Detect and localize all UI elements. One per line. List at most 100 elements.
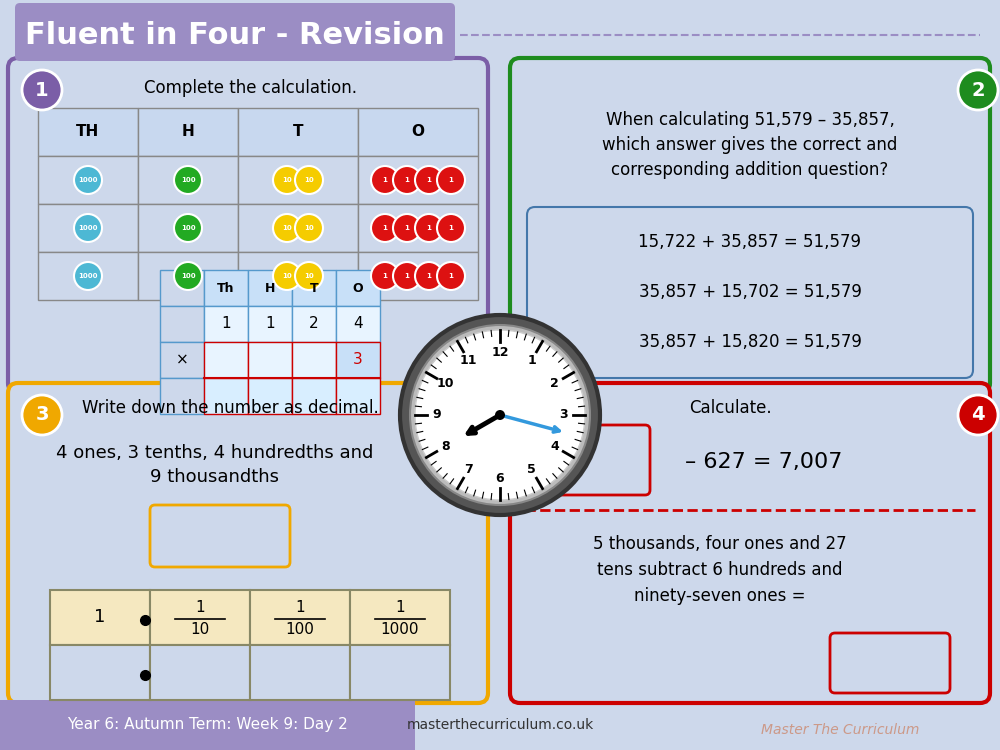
Bar [138, 252, 238, 300]
Circle shape [437, 262, 465, 290]
Bar [138, 108, 238, 156]
Text: 1: 1 [449, 273, 453, 279]
Bar [336, 342, 380, 378]
Circle shape [437, 166, 465, 194]
FancyBboxPatch shape [150, 505, 290, 567]
Text: 1000: 1000 [78, 225, 98, 231]
Bar [38, 108, 138, 156]
Text: 1000: 1000 [381, 622, 419, 637]
Bar [160, 342, 204, 378]
Text: 1: 1 [405, 225, 409, 231]
Bar [250, 645, 350, 700]
Bar [358, 252, 478, 300]
Bar [50, 645, 150, 700]
Bar [292, 270, 336, 306]
FancyBboxPatch shape [8, 383, 488, 703]
Text: 35,857 + 15,820 = 51,579: 35,857 + 15,820 = 51,579 [639, 333, 861, 351]
Text: 12: 12 [491, 346, 509, 358]
Text: 1: 1 [383, 273, 387, 279]
Bar [292, 342, 336, 378]
Circle shape [74, 214, 102, 242]
Circle shape [174, 262, 202, 290]
Text: 9: 9 [433, 409, 441, 422]
Text: 1: 1 [527, 354, 536, 367]
Bar [238, 108, 358, 156]
Bar [336, 306, 380, 342]
Circle shape [371, 166, 399, 194]
Text: ×: × [176, 352, 188, 368]
Text: 2: 2 [309, 316, 319, 332]
Text: 4 ones, 3 tenths, 4 hundredths and
9 thousandths: 4 ones, 3 tenths, 4 hundredths and 9 tho… [56, 443, 374, 487]
Circle shape [400, 315, 600, 515]
FancyBboxPatch shape [8, 58, 488, 393]
Circle shape [958, 70, 998, 110]
Circle shape [74, 262, 102, 290]
Text: 1: 1 [94, 608, 106, 626]
Text: Master The Curriculum: Master The Curriculum [761, 723, 919, 737]
Bar [292, 306, 336, 342]
Text: 3: 3 [353, 352, 363, 368]
Text: 4: 4 [550, 440, 559, 453]
Text: 10: 10 [304, 177, 314, 183]
Text: 35,857 + 15,702 = 51,579: 35,857 + 15,702 = 51,579 [639, 283, 861, 301]
Bar [160, 270, 204, 306]
Text: 100: 100 [181, 177, 195, 183]
Text: 11: 11 [460, 354, 477, 367]
Circle shape [437, 214, 465, 242]
Text: – 627 = 7,007: – 627 = 7,007 [685, 452, 842, 472]
Text: Year 6: Autumn Term: Week 9: Day 2: Year 6: Autumn Term: Week 9: Day 2 [67, 718, 347, 733]
Text: 4: 4 [971, 406, 985, 424]
Circle shape [74, 166, 102, 194]
Text: 10: 10 [282, 177, 292, 183]
Text: 1: 1 [427, 225, 431, 231]
Text: 1000: 1000 [78, 273, 98, 279]
Bar [336, 270, 380, 306]
Text: 100: 100 [181, 225, 195, 231]
Text: 1: 1 [427, 177, 431, 183]
Text: 1: 1 [449, 177, 453, 183]
Text: 1: 1 [395, 600, 405, 615]
Circle shape [371, 262, 399, 290]
Bar [204, 378, 248, 414]
Circle shape [415, 166, 443, 194]
Text: 3: 3 [35, 406, 49, 424]
Circle shape [295, 214, 323, 242]
Text: When calculating 51,579 – 35,857,
which answer gives the correct and
correspondi: When calculating 51,579 – 35,857, which … [602, 111, 898, 179]
Text: 1: 1 [405, 177, 409, 183]
Text: 2: 2 [971, 80, 985, 100]
Circle shape [273, 262, 301, 290]
Text: 7: 7 [464, 463, 473, 476]
Text: 10: 10 [190, 622, 210, 637]
FancyBboxPatch shape [530, 425, 650, 495]
Bar [238, 156, 358, 204]
Bar [150, 590, 250, 645]
Bar [292, 378, 336, 414]
Bar [248, 378, 292, 414]
Bar [204, 306, 248, 342]
FancyBboxPatch shape [527, 207, 973, 378]
Bar [350, 590, 450, 645]
Bar [38, 156, 138, 204]
Text: O: O [412, 124, 424, 140]
Circle shape [410, 325, 590, 505]
Bar [38, 204, 138, 252]
Circle shape [415, 214, 443, 242]
Text: 1: 1 [35, 80, 49, 100]
Circle shape [295, 166, 323, 194]
Text: 10: 10 [282, 273, 292, 279]
Bar [358, 108, 478, 156]
Text: 2: 2 [550, 377, 559, 390]
Text: Complete the calculation.: Complete the calculation. [144, 79, 356, 97]
Bar [336, 378, 380, 414]
FancyBboxPatch shape [15, 3, 455, 61]
Circle shape [273, 214, 301, 242]
Bar [138, 156, 238, 204]
Bar [250, 590, 350, 645]
Circle shape [371, 214, 399, 242]
Circle shape [415, 262, 443, 290]
Text: Fluent in Four - Revision: Fluent in Four - Revision [25, 20, 445, 50]
Text: 1: 1 [195, 600, 205, 615]
Bar [248, 270, 292, 306]
Text: T: T [293, 124, 303, 140]
Circle shape [393, 262, 421, 290]
